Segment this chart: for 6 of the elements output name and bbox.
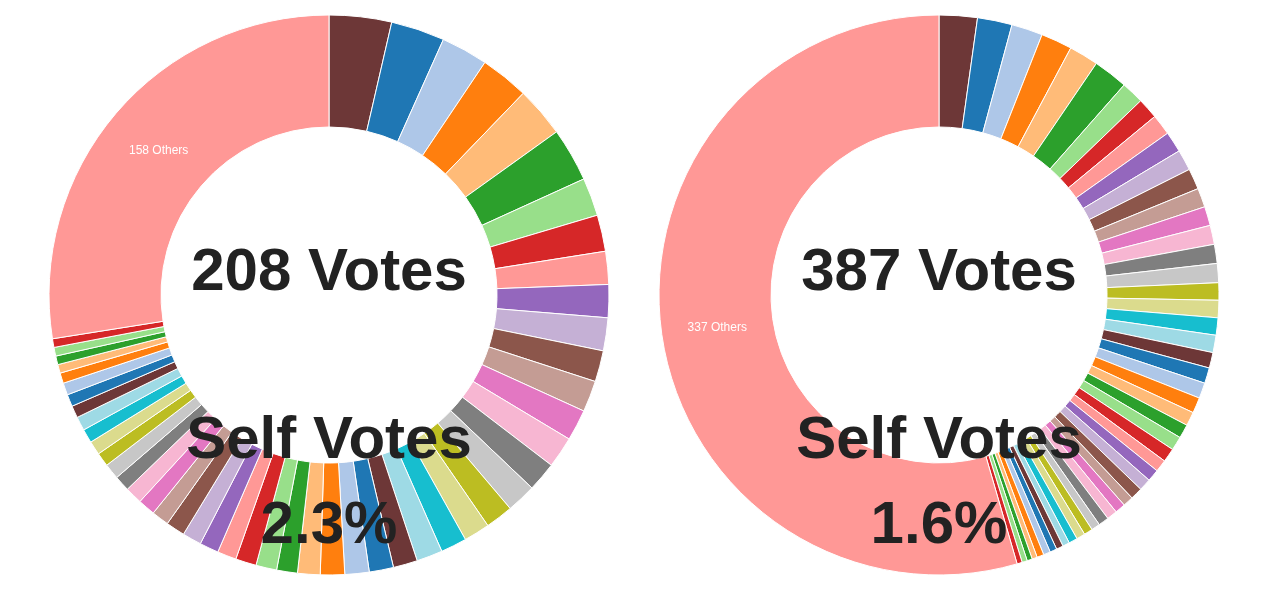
slice-label: 337 Others	[687, 319, 747, 334]
text: 1.6%	[869, 489, 1009, 556]
text: 208 Votes	[190, 236, 468, 303]
text: 2.3%	[259, 489, 399, 556]
text: 387 Votes	[800, 236, 1078, 303]
slice-label: 158 Others	[128, 142, 189, 157]
